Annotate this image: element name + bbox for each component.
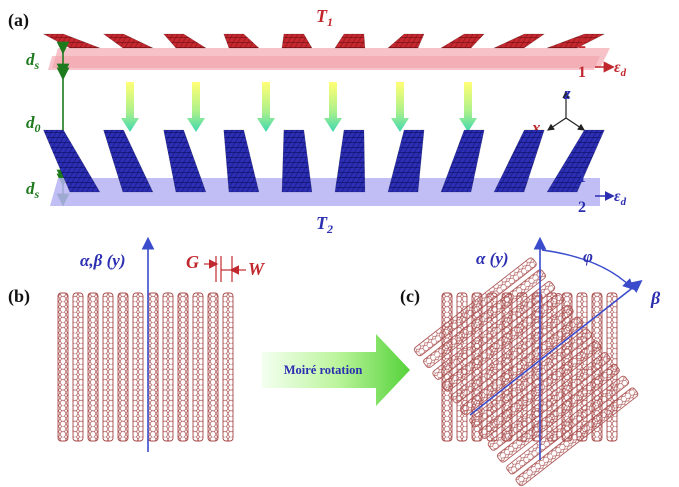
- top-layer-1-label: 1: [578, 64, 586, 81]
- top-sheet-label: T1: [316, 6, 333, 29]
- bottom-sheet-label: T2: [316, 213, 333, 236]
- ribbon-strip: [87, 292, 99, 442]
- gap-width-marks: [204, 256, 246, 282]
- top-ribbon: [223, 33, 260, 49]
- beta-ribbon: [413, 257, 537, 357]
- beta-ribbon: [497, 363, 620, 463]
- ribbon-strip: [147, 292, 159, 442]
- axis-triad: [547, 90, 585, 131]
- bottom-ribbon: [223, 129, 260, 193]
- top-ribbon-group: [43, 33, 605, 49]
- ribbon-strip: [132, 292, 144, 442]
- bottom-strain-label: εd: [614, 188, 627, 208]
- beta-ribbon: [460, 316, 583, 416]
- panel-b: (b) α,β (y) G W: [8, 236, 266, 452]
- approach-arrow: [324, 82, 342, 132]
- bottom-ribbon-group: [43, 129, 605, 193]
- top-ribbon: [493, 33, 546, 49]
- ribbon-strip: [57, 292, 69, 442]
- single-layer-ribbons: [57, 292, 234, 442]
- ribbon-strip: [207, 292, 219, 442]
- top-ribbon: [43, 33, 100, 49]
- ribbon-strip: [192, 292, 204, 442]
- top-ribbon: [440, 33, 485, 49]
- beta-ribbon: [450, 304, 574, 404]
- rotation-angle-arc: [541, 249, 634, 290]
- beta-ribbon: [469, 328, 593, 428]
- bottom-ribbon: [493, 129, 545, 193]
- axis-x-label: x: [531, 118, 541, 137]
- beta-axis-label: β: [650, 288, 661, 308]
- panel-c-label: (c): [400, 286, 420, 307]
- beta-ribbon: [423, 269, 546, 369]
- panel-a-label: (a): [8, 10, 29, 31]
- d0-label: d0: [26, 113, 41, 135]
- beta-layer-ribbons: [413, 257, 639, 487]
- panel-a: (a) ds d0 ds T1 2 1 εd z x y: [8, 6, 627, 236]
- ribbon-strip: [222, 292, 234, 442]
- beta-ribbon: [487, 352, 611, 451]
- approach-arrow: [187, 82, 205, 132]
- top-ribbon: [334, 33, 366, 49]
- ribbon-strip: [177, 292, 189, 442]
- beta-ribbon: [506, 375, 630, 475]
- bottom-ribbon: [334, 129, 366, 193]
- top-strain-label: εd: [614, 59, 627, 79]
- bottom-layer-1-label: 1: [578, 169, 586, 186]
- top-ribbon: [102, 33, 153, 49]
- top-sheet-slab-bottom: [48, 56, 600, 70]
- approach-arrow: [459, 82, 477, 132]
- bottom-ribbon: [43, 129, 101, 193]
- top-ds-label: ds: [26, 50, 40, 72]
- alpha-beta-axis-label: α,β (y): [80, 251, 125, 270]
- approach-arrow: [257, 82, 275, 132]
- beta-ribbon: [432, 281, 556, 380]
- bottom-ds-label: ds: [26, 179, 40, 201]
- moire-rotation-label: Moiré rotation: [284, 363, 363, 377]
- ribbon-strip: [102, 292, 114, 442]
- bottom-ribbon: [281, 129, 313, 193]
- moire-rotation-arrow: Moiré rotation: [262, 334, 410, 406]
- bottom-ribbon: [440, 129, 485, 193]
- top-layer-2-label: 2: [578, 35, 586, 52]
- ribbon-strip: [117, 292, 129, 442]
- width-label: W: [248, 259, 266, 279]
- gap-label: G: [186, 252, 199, 272]
- panel-b-label: (b): [8, 286, 30, 307]
- beta-ribbon: [515, 387, 639, 487]
- approach-arrows: [121, 82, 477, 132]
- beta-ribbon: [441, 292, 565, 392]
- top-ribbon: [163, 33, 207, 49]
- alpha-axis-label: α (y): [476, 249, 509, 268]
- ribbon-strip: [72, 292, 84, 442]
- beta-axis: [469, 280, 643, 416]
- top-ribbon: [387, 33, 425, 49]
- approach-arrow: [391, 82, 409, 132]
- top-ribbon: [546, 33, 605, 49]
- bottom-ribbon: [163, 129, 207, 193]
- bottom-ribbon: [546, 129, 605, 193]
- bottom-ribbon: [387, 129, 425, 193]
- panel-c: (c) α (y) β φ: [400, 236, 661, 487]
- approach-arrow: [121, 82, 139, 132]
- top-ribbon: [281, 33, 313, 49]
- bottom-layer-2-label: 2: [578, 199, 586, 216]
- bottom-ribbon: [103, 129, 154, 193]
- axis-z-label: z: [563, 84, 571, 103]
- ribbon-strip: [162, 292, 174, 442]
- rotation-angle-label: φ: [583, 247, 593, 266]
